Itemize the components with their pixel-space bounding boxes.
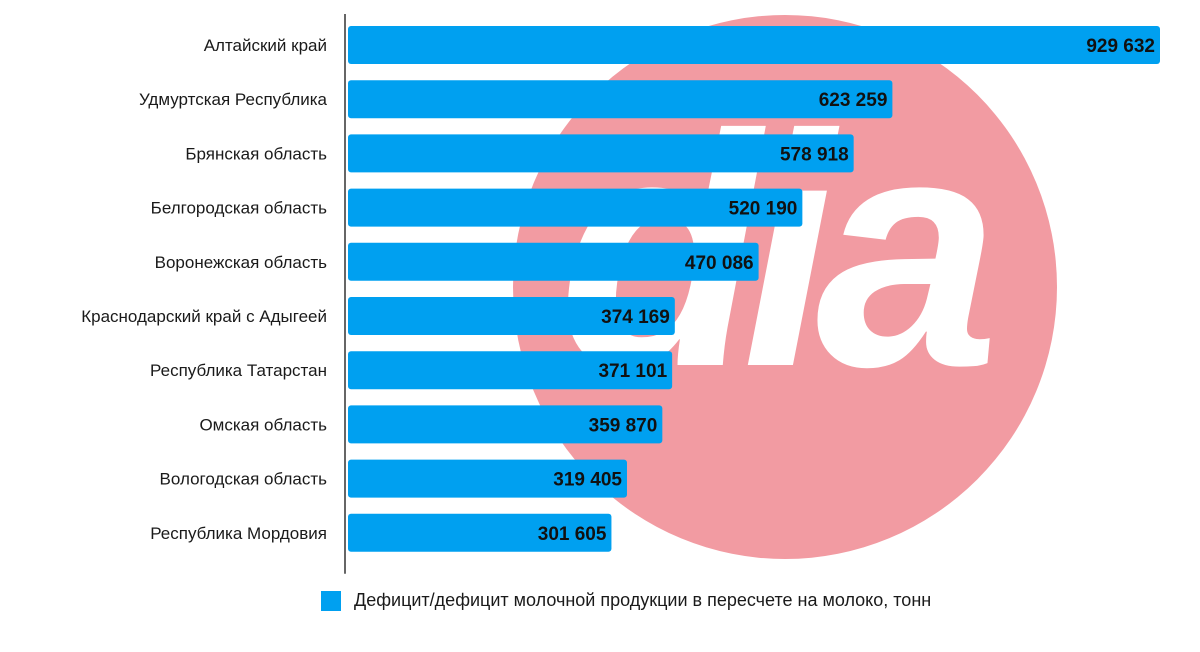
legend-label: Дефицит/дефицит молочной продукции в пер… bbox=[354, 590, 932, 610]
category-label: Удмуртская Республика bbox=[139, 90, 328, 109]
category-label: Омская область bbox=[199, 415, 327, 434]
value-label: 520 190 bbox=[729, 199, 798, 220]
bars-group bbox=[348, 26, 1160, 552]
value-label: 359 870 bbox=[589, 415, 658, 436]
bar bbox=[348, 134, 854, 173]
legend-swatch bbox=[321, 590, 341, 611]
bar bbox=[348, 405, 663, 444]
bar bbox=[348, 242, 759, 281]
category-label: Республика Мордовия bbox=[150, 524, 327, 543]
value-label: 374 169 bbox=[601, 307, 670, 328]
value-label: 301 605 bbox=[538, 524, 607, 545]
category-label: Воронежская область bbox=[155, 253, 328, 272]
bar bbox=[348, 351, 673, 390]
category-label: Белгородская область bbox=[151, 199, 327, 218]
category-labels: Алтайский край Удмуртская Республика Брянс… bbox=[81, 36, 327, 543]
bar bbox=[348, 26, 1160, 64]
legend: Дефицит/дефицит молочной продукции в пер… bbox=[321, 590, 931, 611]
bar bbox=[348, 297, 675, 335]
bar bbox=[348, 188, 803, 227]
value-label: 319 405 bbox=[553, 470, 622, 491]
category-label: Краснодарский край с Адыгеей bbox=[81, 307, 327, 326]
bar bbox=[348, 459, 627, 498]
value-labels: 929 632 623 259 578 918 520 190 470 086 374 1… bbox=[538, 36, 1155, 545]
value-label: 578 918 bbox=[780, 144, 849, 165]
value-label: 371 101 bbox=[598, 361, 667, 382]
value-label: 470 086 bbox=[685, 253, 754, 274]
bar bbox=[348, 80, 893, 119]
category-label: Республика Татарстан bbox=[150, 361, 327, 380]
bar bbox=[348, 513, 612, 552]
value-label: 929 632 bbox=[1086, 36, 1155, 57]
category-label: Алтайский край bbox=[204, 36, 327, 55]
value-label: 623 259 bbox=[819, 90, 888, 111]
category-label: Вологодская область bbox=[160, 470, 328, 489]
category-label: Брянская область bbox=[185, 144, 327, 163]
